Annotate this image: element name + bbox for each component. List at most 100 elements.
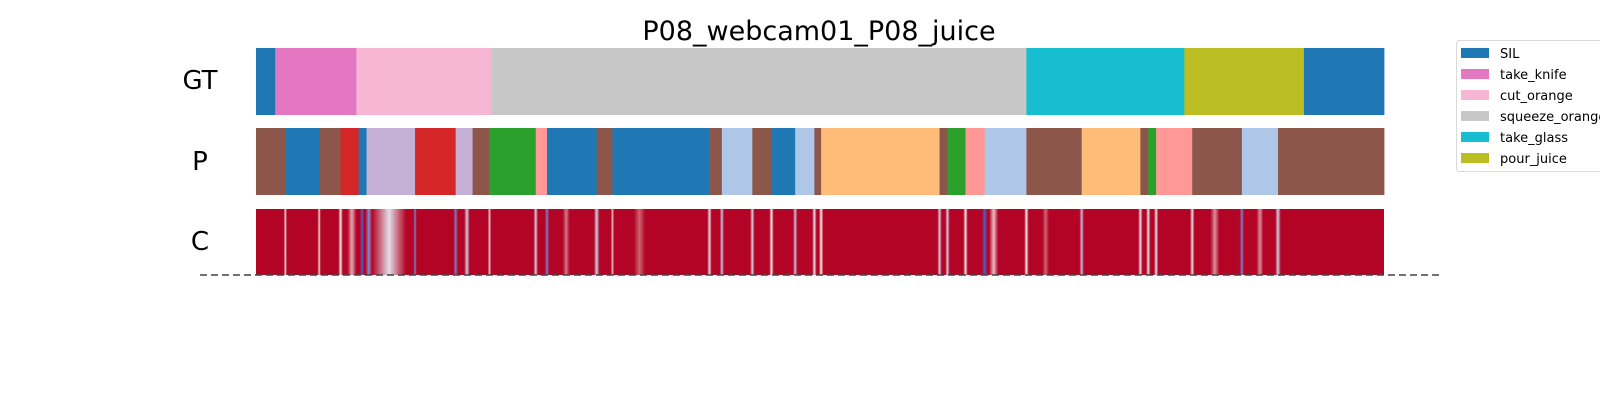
legend-label-pour-juice: pour_juice	[1500, 152, 1567, 167]
legend-label-cut-orange: cut_orange	[1500, 89, 1573, 104]
legend-label-SIL: SIL	[1500, 47, 1520, 62]
confidence-dip	[963, 209, 968, 275]
confidence-dip	[562, 209, 570, 275]
legend-swatch-take-glass	[1461, 132, 1489, 142]
gt-segment-take-glass	[1026, 48, 1185, 115]
confidence-dip	[1145, 209, 1151, 275]
confidence-dip	[989, 209, 999, 275]
pred-segment-c-orange	[821, 128, 940, 195]
confidence-dip	[1024, 209, 1029, 275]
confidence-dip	[317, 209, 321, 275]
pred-segment-c-brown	[472, 128, 490, 195]
pred-segment-c-brown	[1277, 128, 1385, 195]
pred-segment-c-purple	[455, 128, 473, 195]
pred-segment-c-brown	[596, 128, 613, 195]
legend: SIL take_knife cut_orange squeeze_orangetak…	[1456, 40, 1600, 172]
gt-segment-row	[256, 48, 1385, 115]
pred-segment-c-brown	[1140, 128, 1149, 195]
confidence-dip	[347, 209, 357, 275]
confidence-row	[256, 209, 1384, 275]
legend-swatch-pour-juice	[1461, 153, 1489, 163]
confidence-dip	[533, 209, 538, 275]
pred-segment-c-brown	[939, 128, 948, 195]
confidence-dip	[610, 209, 615, 275]
gt-segment-take-knife	[275, 48, 357, 115]
confidence-dip	[981, 209, 988, 275]
confidence-dip	[283, 209, 288, 275]
row-label-gt: GT	[182, 66, 217, 96]
confidence-dip	[1153, 209, 1159, 275]
confidence-dip	[544, 209, 550, 275]
confidence-dip	[769, 209, 774, 275]
pred-segment-c-brown	[1026, 128, 1083, 195]
confidence-dip	[812, 209, 817, 275]
confidence-dip	[818, 209, 824, 275]
confidence-dip	[1189, 209, 1195, 275]
confidence-dip	[365, 209, 373, 275]
pred-segment-c-brown	[709, 128, 723, 195]
pred-segment-c-red	[340, 128, 360, 195]
pred-segment-c-green	[489, 128, 537, 195]
pred-segment-c-green	[1148, 128, 1157, 195]
gt-segment-SIL	[256, 48, 276, 115]
pred-segment-SIL	[547, 128, 598, 195]
pred-segment-c-purple	[366, 128, 416, 195]
confidence-dip	[593, 209, 600, 275]
gt-segment-squeeze-orange	[491, 48, 1027, 115]
confidence-dip	[1256, 209, 1264, 275]
pred-segment-c-orange	[1081, 128, 1141, 195]
pred-segment-c-brown	[256, 128, 286, 195]
confidence-dip	[1042, 209, 1049, 275]
confidence-dip	[792, 209, 798, 275]
pred-segment-c-brown	[319, 128, 341, 195]
pred-segment-c-pink	[965, 128, 986, 195]
confidence-dip	[1210, 209, 1220, 275]
pred-segment-c-lightblue	[795, 128, 815, 195]
gt-segment-pour-juice	[1184, 48, 1305, 115]
chart-title: P08_webcam01_P08_juice	[642, 16, 995, 47]
legend-swatch-cut-orange	[1461, 90, 1489, 100]
legend-label-take-knife: take_knife	[1500, 68, 1567, 83]
confidence-dip	[633, 209, 646, 275]
pred-segment-c-brown	[1192, 128, 1243, 195]
confidence-dip	[937, 209, 942, 275]
pred-segment-c-red	[415, 128, 457, 195]
confidence-dip	[413, 209, 417, 275]
legend-swatch-take-knife	[1461, 69, 1489, 79]
pred-segment-c-pink	[535, 128, 548, 195]
legend-frame	[1456, 40, 1600, 172]
confidence-dip	[1275, 209, 1281, 275]
confidence-dip	[487, 209, 492, 275]
confidence-dip	[750, 209, 755, 275]
pred-segment-c-pink	[1156, 128, 1193, 195]
pred-segment-c-green	[947, 128, 966, 195]
pred-segment-c-lightblue	[1241, 128, 1279, 195]
confidence-dip	[338, 209, 343, 275]
confidence-dip	[464, 209, 470, 275]
pred-segment-SIL	[358, 128, 367, 195]
confidence-dip	[372, 209, 407, 275]
prediction-segment-row	[256, 128, 1385, 195]
pred-segment-c-brown	[752, 128, 772, 195]
legend-swatch-SIL	[1461, 48, 1489, 58]
confidence-dip	[453, 209, 458, 275]
legend-label-squeeze-orange: squeeze_orange	[1500, 110, 1600, 125]
confidence-dip	[359, 209, 365, 275]
pred-segment-c-lightblue	[984, 128, 1027, 195]
confidence-dip	[719, 209, 725, 275]
row-label-c: C	[191, 227, 209, 257]
pred-segment-SIL	[612, 128, 710, 195]
confidence-dip	[707, 209, 712, 275]
gt-segment-SIL	[1303, 48, 1385, 115]
pred-segment-SIL	[285, 128, 320, 195]
confidence-dip	[1138, 209, 1143, 275]
gt-segment-cut-orange	[356, 48, 493, 115]
confidence-dip	[1079, 209, 1084, 275]
pred-segment-c-lightblue	[721, 128, 753, 195]
confidence-dip	[1239, 209, 1245, 275]
pred-segment-c-brown	[814, 128, 822, 195]
confidence-dip	[945, 209, 950, 275]
legend-label-take-glass: take_glass	[1500, 131, 1568, 146]
pred-segment-SIL	[771, 128, 796, 195]
